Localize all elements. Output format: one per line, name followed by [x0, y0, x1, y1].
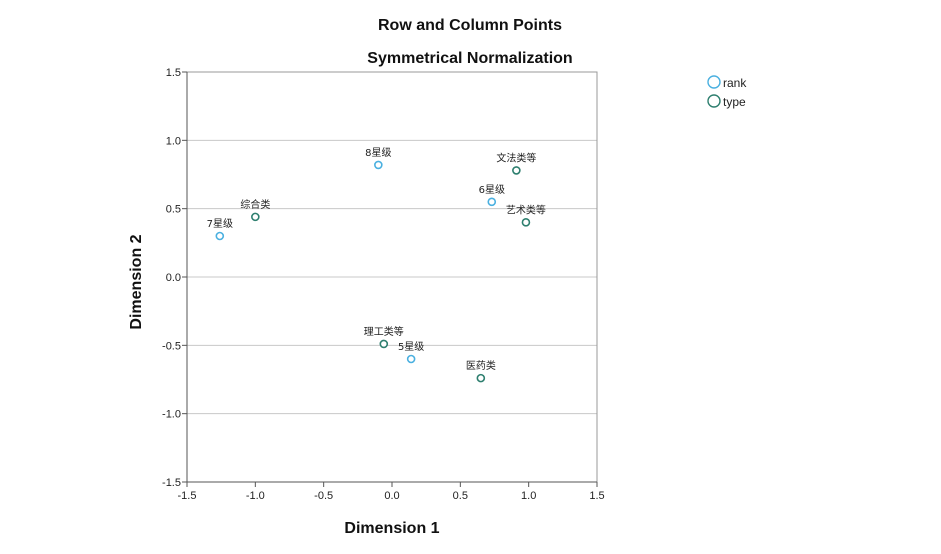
x-tick-label: 0.0 [384, 490, 399, 502]
rank-point [374, 160, 383, 170]
rank-point [215, 231, 225, 241]
rank-point [487, 197, 497, 207]
x-tick-label: -0.5 [314, 490, 333, 502]
x-axis-title: Dimension 1 [344, 520, 439, 537]
legend-label-type: type [723, 95, 746, 109]
point-label: 医药类 [466, 359, 496, 372]
legend-marker-type [707, 94, 721, 108]
x-tick-label: 1.0 [521, 490, 536, 502]
point-label: 综合类 [240, 198, 270, 211]
y-tick-label: 0.0 [166, 272, 181, 284]
point-label: 文法类等 [496, 151, 536, 164]
x-tick-label: 1.5 [589, 490, 604, 502]
y-tick-label: -1.0 [162, 409, 181, 421]
point-label: 6星级 [479, 184, 505, 196]
legend-marker-rank [707, 75, 721, 89]
y-tick-label: 1.0 [166, 135, 181, 147]
type-point [251, 212, 260, 222]
x-tick-label: -1.5 [178, 490, 197, 502]
grid [187, 139, 597, 415]
type-point [476, 373, 486, 383]
chart-subtitle: Symmetrical Normalization [367, 50, 572, 67]
legend-label-rank: rank [723, 76, 747, 90]
y-axis-title: Dimension 2 [128, 234, 145, 329]
point-label: 5星级 [398, 341, 424, 353]
type-point [379, 339, 389, 349]
point-label: 艺术类等 [506, 203, 546, 216]
type-point [521, 218, 531, 227]
chart-title: Row and Column Points [378, 17, 562, 34]
rank-point [406, 354, 416, 364]
type-point [512, 166, 521, 175]
x-tick-label: -1.0 [246, 490, 265, 502]
point-label: 8星级 [365, 147, 391, 159]
y-tick-label: 1.5 [166, 67, 181, 79]
y-tick-label: -1.5 [162, 477, 181, 489]
point-label: 理工类等 [364, 325, 404, 338]
y-tick-label: -0.5 [162, 340, 181, 352]
x-tick-label: 0.5 [453, 490, 468, 502]
point-label: 7星级 [207, 218, 233, 230]
legend: rank type [707, 75, 747, 109]
axis-ticks: 1.5 1.0 0.5 0.0 -0.5 -1.0 -1.5-1.5 -1.0 -0.5 0.0 0… [162, 67, 605, 502]
y-tick-label: 0.5 [166, 204, 181, 216]
